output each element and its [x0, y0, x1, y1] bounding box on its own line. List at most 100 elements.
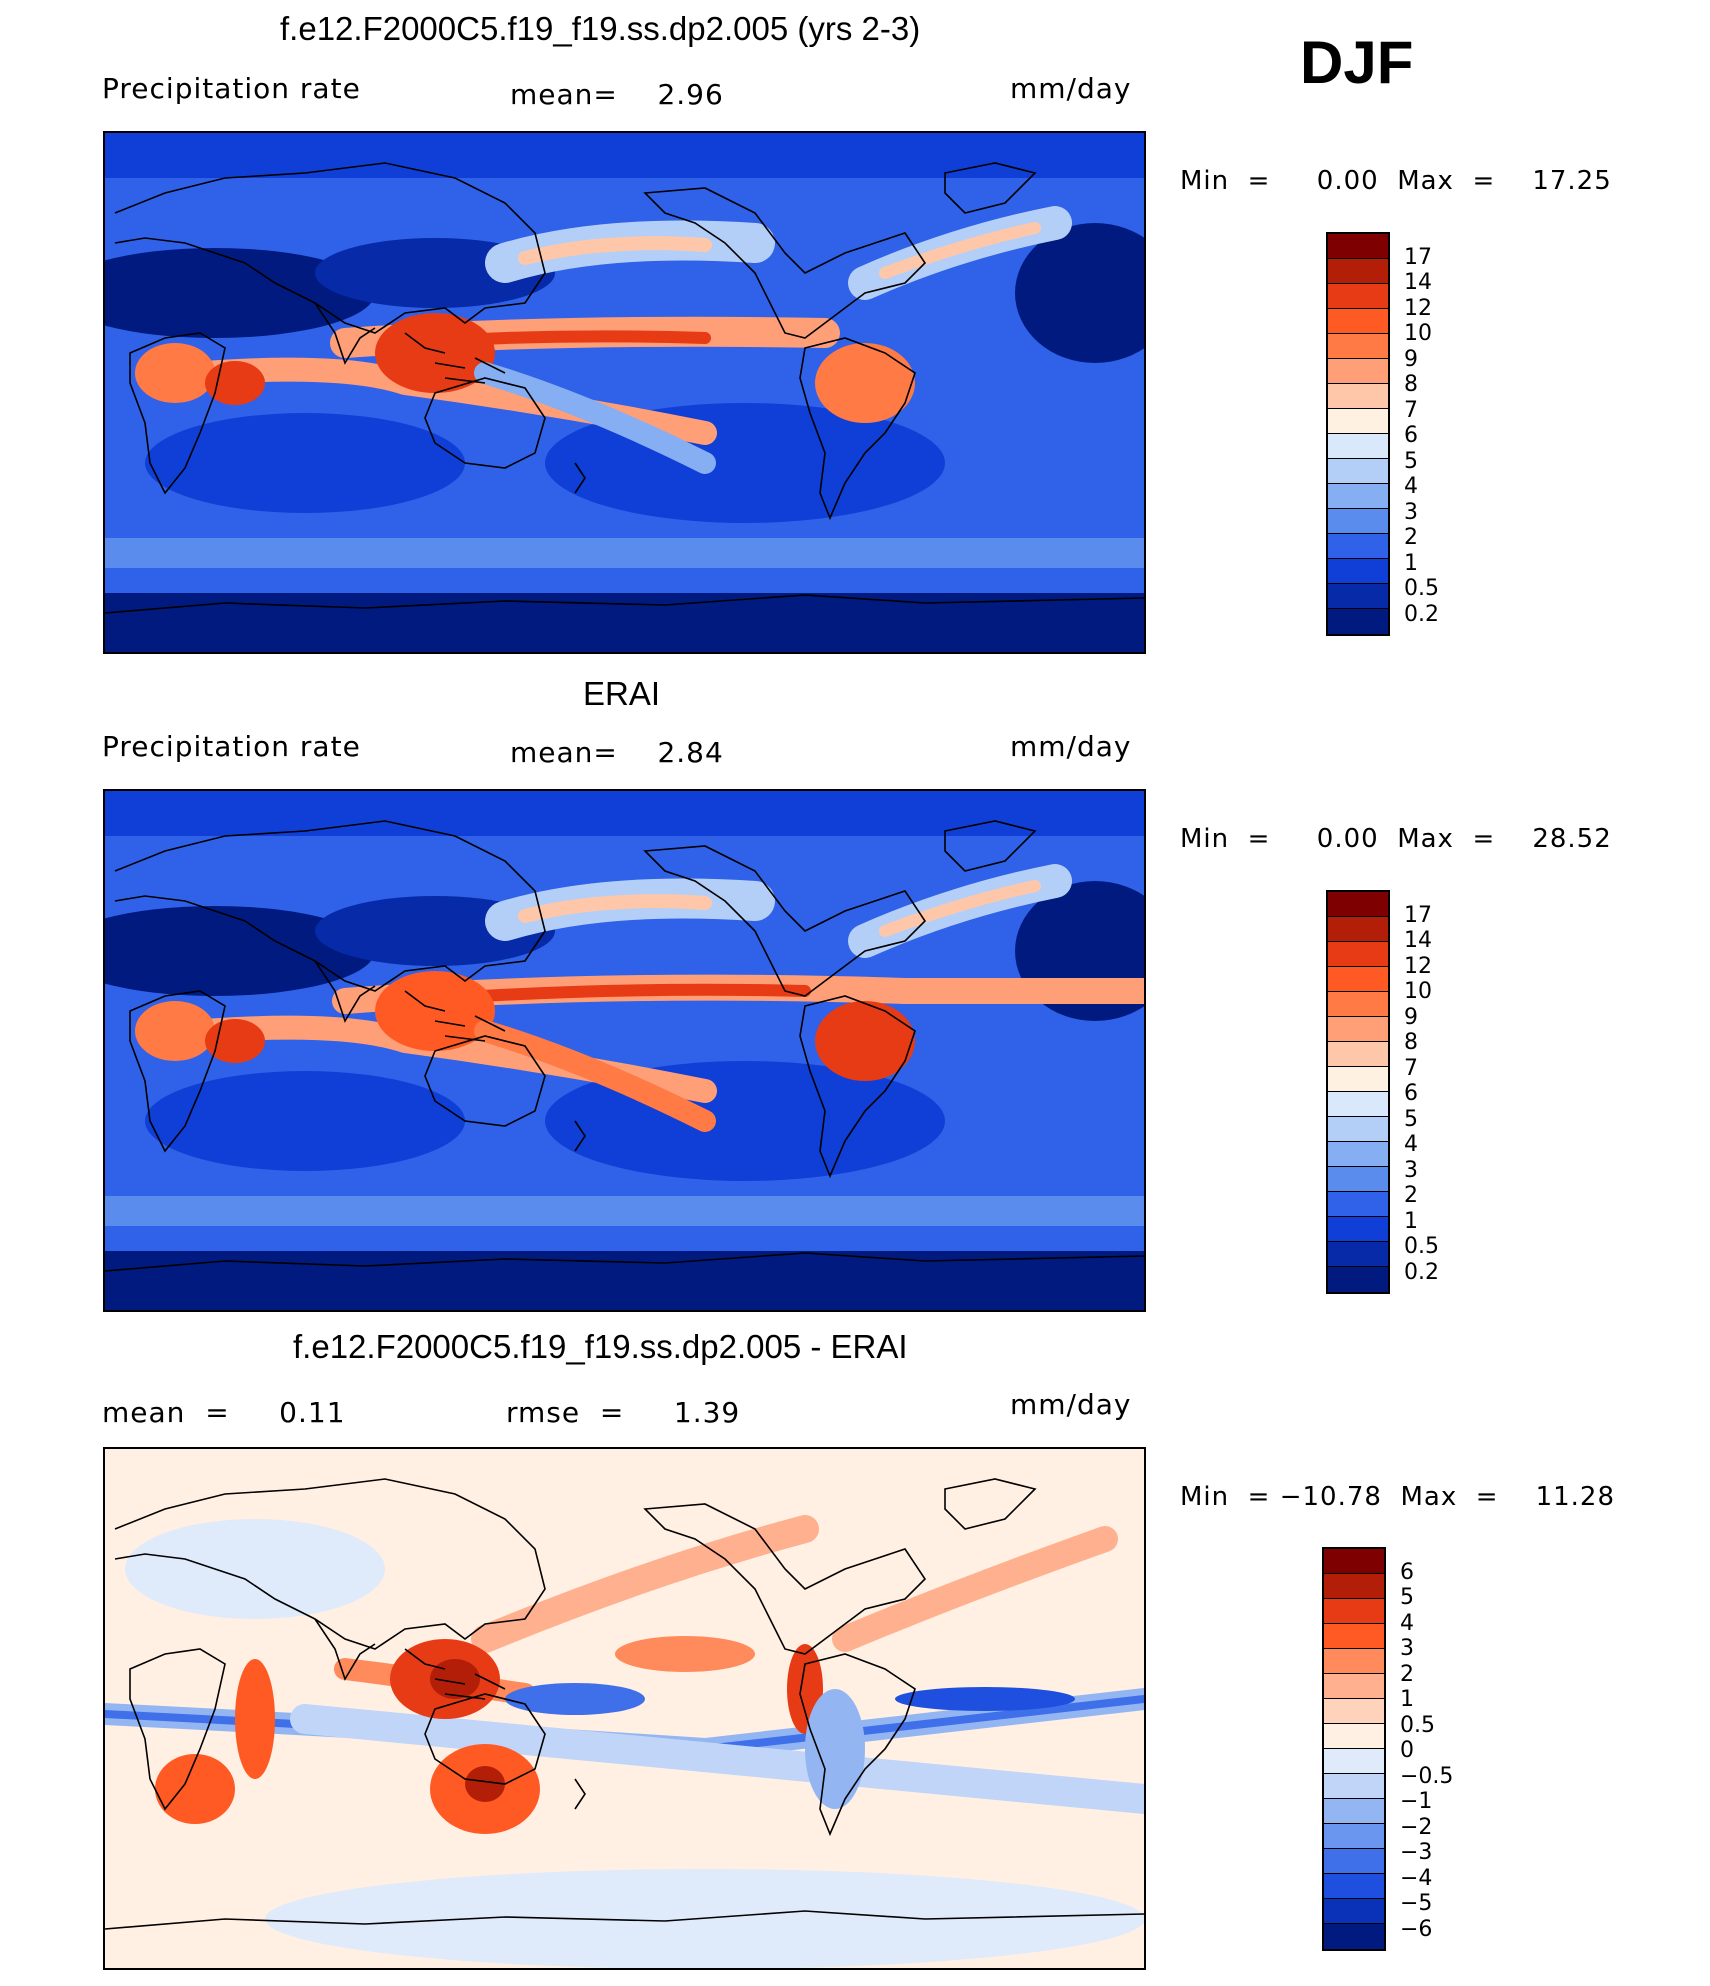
colorbar-tick-label: 17 — [1404, 244, 1432, 270]
colorbar-segment — [1328, 384, 1388, 409]
season-label: DJF — [1300, 29, 1414, 96]
colorbar-tick-label: 5 — [1404, 1106, 1418, 1132]
colorbar-segment — [1328, 334, 1388, 359]
colorbar-tick-label: 3 — [1404, 1157, 1418, 1183]
colorbar-tick-label: 8 — [1404, 1030, 1418, 1055]
colorbar-segment — [1328, 1042, 1388, 1067]
colorbar-tick-label: 10 — [1404, 321, 1432, 346]
precip-contour — [105, 133, 1144, 178]
colorbar-tick-label: 9 — [1404, 346, 1418, 372]
colorbar-tick-label: 1 — [1404, 550, 1418, 576]
colorbar-segment — [1328, 1067, 1388, 1092]
colorbar-segment — [1324, 1774, 1384, 1799]
panel-2-mean-label: mean= 2.84 — [510, 736, 724, 769]
colorbar-tick-label: 17 — [1404, 902, 1432, 928]
colorbar-tick-label: 4 — [1404, 1132, 1418, 1157]
colorbar-tick-label: 2 — [1400, 1661, 1414, 1687]
colorbar-segment — [1324, 1924, 1384, 1949]
colorbar-tick-label: 1 — [1404, 1208, 1418, 1234]
precip-field-erai — [105, 791, 1144, 1310]
colorbar-tick-label: 12 — [1404, 953, 1432, 979]
panel-1-title: f.e12.F2000C5.f19_f19.ss.dp2.005 (yrs 2-… — [280, 10, 921, 47]
precip-band — [879, 222, 1041, 279]
colorbar-segment — [1328, 309, 1388, 334]
colorbar-tick-label: 0.2 — [1404, 601, 1439, 627]
colorbar-segment — [1324, 1724, 1384, 1749]
precip-contour — [135, 1001, 215, 1061]
colorbar-segment — [1324, 1674, 1384, 1699]
colorbar-tick-label: 7 — [1404, 1055, 1418, 1081]
coastline — [105, 1478, 1144, 1930]
colorbar-tick-label: 10 — [1404, 979, 1432, 1004]
panel-2-variable-label: Precipitation rate — [102, 730, 361, 763]
colorbar-segment — [1328, 942, 1388, 967]
panel-3-mean-label: mean = 0.11 — [102, 1396, 346, 1429]
colorbar-segment — [1328, 1242, 1388, 1267]
coastline — [105, 162, 1144, 614]
precip-contour — [155, 1754, 235, 1824]
colorbar-tick-label: −3 — [1400, 1840, 1433, 1865]
colorbar-segment — [1324, 1799, 1384, 1824]
colorbar-tick-label: 8 — [1404, 372, 1418, 397]
precip-contour — [205, 1019, 265, 1063]
panel-1-map — [103, 131, 1146, 654]
colorbar-segment — [1328, 234, 1388, 259]
colorbar-segment — [1324, 1549, 1384, 1574]
colorbar-tick-label: −2 — [1400, 1814, 1433, 1840]
colorbar-tick-label: −0.5 — [1400, 1763, 1454, 1789]
precip-band — [471, 1515, 819, 1653]
colorbar-tick-label: −5 — [1400, 1891, 1433, 1916]
panel-3-map — [103, 1447, 1146, 1970]
colorbar-tick-label: 5 — [1404, 448, 1418, 474]
colorbar-segment — [1324, 1849, 1384, 1874]
colorbar-segment — [1324, 1824, 1384, 1849]
colorbar-segment — [1328, 359, 1388, 384]
colorbar-tick-label: 1 — [1400, 1687, 1414, 1712]
colorbar-tick-label: 6 — [1404, 1081, 1418, 1106]
colorbar-tick-label: 0.2 — [1404, 1259, 1439, 1285]
colorbar-segment — [1328, 1167, 1388, 1192]
colorbar-segment — [1328, 1017, 1388, 1042]
colorbar-segment — [1328, 534, 1388, 559]
colorbar-segment — [1324, 1749, 1384, 1774]
colorbar-segment — [1324, 1874, 1384, 1899]
colorbar-segment — [1328, 584, 1388, 609]
panel-3-title: f.e12.F2000C5.f19_f19.ss.dp2.005 - ERAI — [293, 1328, 908, 1365]
precip-contour — [815, 1001, 915, 1081]
precip-contour — [815, 343, 915, 423]
colorbar-segment — [1328, 992, 1388, 1017]
precip-contour — [615, 1636, 755, 1672]
panel-1-colorbar — [1326, 232, 1390, 636]
panel-3-minmax: Min = −10.78 Max = 11.28 — [1180, 1482, 1616, 1512]
colorbar-segment — [1324, 1574, 1384, 1599]
colorbar-tick-label: 6 — [1400, 1559, 1414, 1585]
colorbar-segment — [1328, 609, 1388, 634]
precip-band — [518, 236, 712, 265]
precip-contour — [105, 791, 1144, 836]
colorbar-tick-label: 14 — [1404, 270, 1432, 295]
colorbar-segment — [1324, 1699, 1384, 1724]
colorbar-tick-label: 0.5 — [1404, 1234, 1439, 1259]
precip-contour — [105, 906, 375, 996]
panel-3-units: mm/day — [1010, 1388, 1132, 1421]
precip-band — [474, 1020, 716, 1132]
colorbar-tick-label: −4 — [1400, 1865, 1433, 1891]
precip-band — [879, 880, 1041, 937]
precip-field-model — [105, 133, 1144, 652]
colorbar-tick-label: 0.5 — [1400, 1712, 1435, 1738]
colorbar-segment — [1328, 459, 1388, 484]
precip-band — [832, 1526, 1118, 1652]
colorbar-segment — [1324, 1649, 1384, 1674]
precip-contour — [145, 1071, 465, 1171]
precip-band — [290, 1704, 1144, 1814]
precip-band — [474, 362, 716, 474]
precip-field-difference — [105, 1449, 1144, 1968]
colorbar-tick-label: 6 — [1404, 423, 1418, 448]
colorbar-segment — [1328, 1267, 1388, 1292]
precip-contour — [105, 1251, 1144, 1310]
precip-contour — [465, 1766, 505, 1802]
colorbar-segment — [1324, 1599, 1384, 1624]
coastline — [105, 820, 1144, 1272]
colorbar-segment — [1328, 434, 1388, 459]
precip-contour — [105, 248, 375, 338]
